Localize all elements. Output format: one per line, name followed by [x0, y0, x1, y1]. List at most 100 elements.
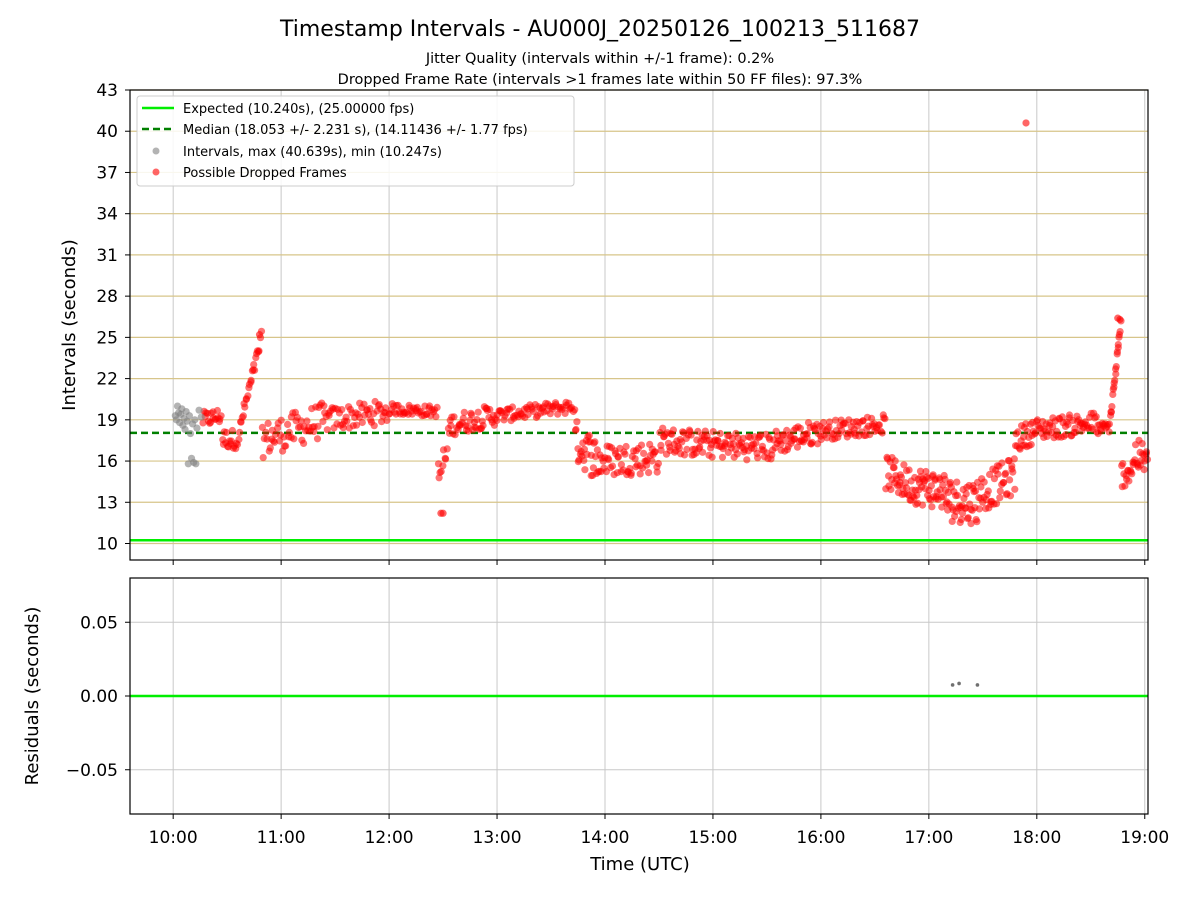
dropped-frame-point: [524, 410, 532, 419]
dropped-frame-point: [905, 466, 913, 474]
dropped-frame-point: [743, 456, 751, 464]
top-data-points: [171, 119, 1152, 528]
dropped-frame-point: [621, 450, 629, 458]
dropped-frame-point: [433, 403, 441, 411]
dropped-frame-point: [437, 467, 445, 476]
dropped-frame-point: [878, 429, 886, 437]
dropped-frame-point: [382, 404, 390, 412]
bottom-axes: 10:00 11:00 12:00 13:00 14:00 15:00 16:00 17:00…: [22, 577, 1169, 875]
bottom-data-points: [950, 681, 980, 687]
dropped-frame-point: [823, 434, 831, 442]
dropped-frame-point: [343, 417, 351, 425]
dropped-frame-point: [235, 435, 243, 444]
dropped-frame-point: [580, 456, 588, 464]
top-y-axis-label: Intervals (seconds): [59, 239, 80, 411]
top-y-tick-label: 13: [96, 493, 118, 513]
dropped-frame-point: [902, 484, 911, 492]
dropped-frame-point: [222, 428, 230, 436]
legend-expected-label: Expected (10.240s), (25.00000 fps): [183, 102, 414, 117]
dropped-frame-point: [891, 457, 899, 465]
dropped-frame-point: [323, 426, 331, 434]
dropped-frame-point: [608, 462, 617, 470]
dropped-frame-point: [826, 418, 834, 426]
bottom-y-tick-label: 0.05: [80, 613, 118, 633]
dropped-frame-point: [473, 416, 481, 424]
interval-point: [193, 424, 201, 432]
dropped-frame-point: [675, 444, 683, 452]
dropped-frame-point: [360, 400, 368, 408]
dropped-frame-point: [1022, 119, 1030, 127]
top-y-tick-label: 22: [96, 370, 118, 390]
dropped-frame-point: [868, 414, 876, 422]
dropped-frame-point: [266, 444, 274, 452]
dropped-frame-point: [217, 412, 225, 420]
dropped-frame-point: [718, 453, 727, 461]
dropped-frame-point: [1071, 428, 1080, 437]
dropped-frame-point: [199, 419, 207, 427]
dropped-frame-point: [474, 408, 482, 416]
dropped-frame-point: [998, 459, 1006, 467]
dropped-frame-point: [964, 514, 972, 522]
dropped-frame-point: [1128, 470, 1136, 478]
dropped-frame-point: [247, 376, 255, 384]
dropped-frame-point: [605, 456, 613, 464]
dropped-frame-point: [486, 405, 494, 414]
dropped-frame-point: [680, 451, 689, 459]
dropped-frame-point: [241, 403, 249, 411]
dropped-frame-point: [1020, 433, 1028, 441]
dropped-frame-point: [591, 438, 599, 446]
interval-point: [181, 425, 189, 434]
dropped-frame-point: [262, 428, 270, 436]
dropped-frame-point: [696, 443, 704, 451]
dropped-frame-point: [631, 455, 639, 463]
legend-intervals-label: Intervals, max (40.639s), min (10.247s): [183, 145, 442, 160]
dropped-frame-point: [213, 406, 221, 415]
dropped-frame-point: [1002, 469, 1010, 477]
dropped-frame-point: [1138, 440, 1146, 448]
dropped-frame-point: [756, 431, 765, 439]
dropped-frame-point: [435, 474, 443, 482]
dropped-frame-point: [1006, 476, 1014, 484]
dropped-frame-point: [944, 488, 952, 496]
dropped-frame-point: [250, 361, 258, 369]
top-y-tick-label: 40: [96, 122, 118, 142]
legend-median-label: Median (18.053 +/- 2.231 s), (14.11436 +…: [183, 123, 528, 138]
dropped-frame-point: [1116, 328, 1124, 336]
dropped-frame-point: [1105, 420, 1113, 428]
dropped-frame-point: [1053, 427, 1061, 435]
dropped-frame-point: [1014, 428, 1022, 436]
dropped-frame-point: [479, 421, 487, 430]
dropped-frame-point: [819, 418, 828, 427]
dropped-frame-point: [973, 518, 981, 526]
dropped-frame-point: [793, 443, 802, 451]
dropped-frame-point: [366, 405, 374, 413]
x-tick-label: 12:00: [365, 828, 414, 848]
dropped-frame-point: [339, 424, 347, 432]
dropped-frame-point: [244, 392, 252, 400]
residual-point: [975, 683, 980, 687]
dropped-frame-point: [659, 424, 667, 432]
residual-point: [957, 681, 961, 686]
dropped-frame-point: [1010, 455, 1018, 463]
dropped-frame-point: [370, 422, 378, 430]
dropped-frame-point: [1125, 477, 1133, 485]
dropped-frame-point: [236, 428, 244, 436]
dropped-frame-point: [994, 470, 1002, 478]
dropped-frame-point: [300, 439, 308, 447]
dropped-frame-point: [290, 435, 298, 443]
x-tick-label: 19:00: [1120, 828, 1169, 848]
dropped-frame-point: [1064, 420, 1072, 428]
dropped-frame-point: [927, 482, 936, 490]
x-axis-label: Time (UTC): [589, 854, 690, 875]
residual-point: [950, 683, 955, 687]
dropped-frame-point: [918, 501, 927, 509]
dropped-frame-point: [1116, 315, 1124, 324]
dropped-frame-point: [1009, 468, 1017, 476]
top-y-tick-label: 10: [96, 535, 118, 555]
dropped-frame-point: [966, 500, 974, 508]
dropped-frame-point: [1058, 413, 1066, 421]
dropped-frame-point: [939, 493, 947, 501]
dropped-frame-point: [1112, 370, 1120, 378]
dropped-frame-point: [971, 487, 980, 495]
dropped-frame-point: [996, 487, 1004, 495]
